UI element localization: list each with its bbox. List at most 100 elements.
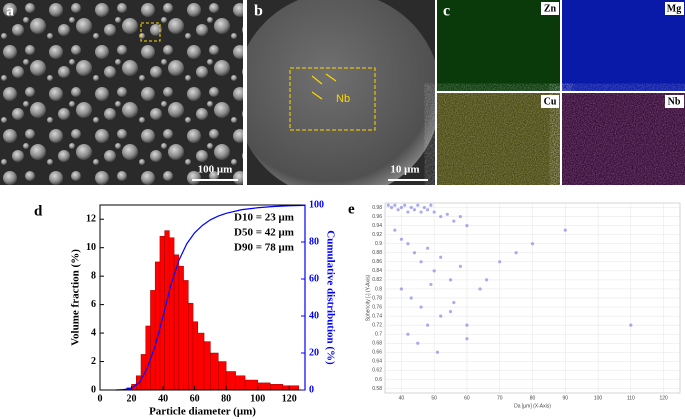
x-tick-label: 20 xyxy=(127,393,137,404)
y-tick-label: 0.62 xyxy=(372,368,382,374)
bar xyxy=(154,261,161,391)
y-tick-label: 6 xyxy=(91,299,96,310)
sem-image-a xyxy=(0,0,243,185)
y-tick-label: 0.96 xyxy=(372,214,382,220)
scale-text: 10 μm xyxy=(390,164,419,176)
bar xyxy=(164,230,170,391)
x-tick-label: 100 xyxy=(594,395,603,401)
point xyxy=(389,205,394,210)
point xyxy=(419,210,423,214)
x-tick-label: 40 xyxy=(158,393,168,404)
y-tick-label: 0.6 xyxy=(375,377,382,383)
y-tick-label: 0 xyxy=(91,384,96,395)
y-tick-label: 10 xyxy=(86,242,96,253)
point xyxy=(563,228,567,232)
annotation: D50 = 42 μm xyxy=(234,227,294,239)
point xyxy=(448,309,453,314)
point xyxy=(393,228,397,232)
point xyxy=(429,203,433,207)
x-tick-label: 60 xyxy=(190,393,200,404)
point xyxy=(412,208,417,212)
point xyxy=(406,242,410,246)
point xyxy=(399,205,403,210)
eds-maps xyxy=(437,0,685,185)
y-tick-label: 0.84 xyxy=(372,268,382,274)
bar xyxy=(203,341,211,391)
point xyxy=(406,210,410,214)
point xyxy=(452,219,456,223)
bar xyxy=(235,375,246,391)
y-tick-label: 0.82 xyxy=(372,277,382,283)
y-tick-label: 0.9 xyxy=(375,241,382,247)
y2-tick-label: 100 xyxy=(309,199,324,210)
y-tick-label: 0.86 xyxy=(372,259,382,265)
point xyxy=(426,246,430,250)
y-tick-label: 0.66 xyxy=(372,350,382,356)
point xyxy=(435,350,440,354)
y-tick-label: 0.74 xyxy=(372,313,382,319)
bar xyxy=(150,290,156,391)
y-tick-label: 8 xyxy=(91,270,96,281)
y2-axis-label: Cumulative distribution (%) xyxy=(324,230,336,365)
point xyxy=(465,323,469,327)
y-tick-label: 0.78 xyxy=(372,295,382,301)
y-tick-label: 0.64 xyxy=(372,359,382,365)
bar xyxy=(183,280,189,391)
point xyxy=(386,203,390,207)
bar xyxy=(188,302,194,391)
panel-label: a xyxy=(6,3,14,20)
bar xyxy=(257,382,271,391)
y-tick-label: 2 xyxy=(91,356,96,367)
y-tick-label: 12 xyxy=(86,214,96,225)
point xyxy=(419,305,423,309)
point xyxy=(429,282,433,287)
element-label: Mg xyxy=(667,3,681,14)
point xyxy=(465,337,469,341)
y-tick-label: 0.98 xyxy=(372,205,382,211)
point xyxy=(399,237,403,241)
point xyxy=(399,287,403,291)
point xyxy=(452,300,456,305)
y2-tick-label: 0 xyxy=(309,384,314,395)
bar xyxy=(270,384,284,391)
x-tick-label: 90 xyxy=(562,395,568,401)
y-axis-label: Volume fraction (%) xyxy=(70,249,82,346)
y-tick-label: 0.72 xyxy=(372,322,382,328)
annotation: Nb xyxy=(336,93,350,105)
bar xyxy=(244,379,258,391)
particle xyxy=(247,0,435,185)
y-tick-label: 0.88 xyxy=(372,250,382,256)
point xyxy=(514,251,518,255)
bar xyxy=(282,385,299,391)
x-tick-label: 120 xyxy=(282,393,297,404)
element-labels: Zn Mg Cu Nb xyxy=(541,2,684,108)
point xyxy=(448,278,453,282)
point xyxy=(439,255,443,259)
point xyxy=(416,203,420,207)
x-tick-label: 0 xyxy=(98,393,103,404)
y-tick-label: 0.8 xyxy=(375,286,382,292)
arrows xyxy=(311,73,337,100)
x-tick-label: 50 xyxy=(431,395,437,401)
bar xyxy=(169,237,175,391)
panel-label: b xyxy=(254,3,263,20)
x-axis-label: Da [µm] (X-Axis) xyxy=(514,403,551,409)
element-label: Cu xyxy=(544,96,557,107)
element-label: Zn xyxy=(544,3,557,14)
point xyxy=(419,260,423,264)
y-tick-label: 0.58 xyxy=(372,386,382,392)
point xyxy=(458,214,462,219)
y-axis-label: Sphericity [-] (Y-Axis) xyxy=(365,274,371,321)
point xyxy=(498,260,502,264)
y2-tick-label: 80 xyxy=(309,236,319,247)
region-box xyxy=(289,67,376,131)
point xyxy=(416,341,420,345)
point xyxy=(465,224,469,228)
point xyxy=(396,208,400,212)
y-tick-label: 0.76 xyxy=(372,304,382,310)
point xyxy=(485,278,489,282)
y-tick-label: 4 xyxy=(91,327,96,338)
point xyxy=(439,314,443,318)
panel-label: e xyxy=(348,201,355,217)
